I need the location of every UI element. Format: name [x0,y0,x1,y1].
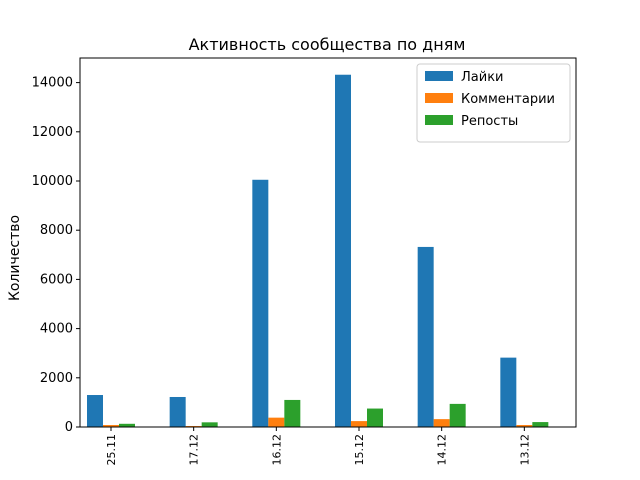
y-tick-label: 0 [65,420,73,435]
bar [532,422,549,427]
y-tick-label: 4000 [40,322,73,337]
bars-layer [87,74,549,427]
chart-title: Активность сообщества по дням [189,35,466,54]
x-tick-label: 16.12 [270,434,283,466]
x-tick-label: 15.12 [353,434,366,466]
x-tick-label: 25.11 [105,434,118,466]
bar [433,419,450,427]
bar [268,417,285,427]
legend-label: Репосты [461,114,518,129]
legend-label: Лайки [461,70,504,85]
y-tick-label: 12000 [32,125,73,140]
y-tick-label: 6000 [40,272,73,287]
bar [252,179,269,427]
y-axis: 0 2000 4000 6000 8000 10000 12000 14000 [32,76,80,435]
bar [335,74,351,427]
bar [284,399,301,427]
legend-label: Комментарии [461,92,555,107]
legend-swatch [425,93,453,103]
x-tick-label: 14.12 [436,434,449,466]
legend-swatch [425,115,453,125]
y-axis-label: Количество [7,215,23,301]
bar [351,421,367,427]
plot-frame [79,57,577,428]
y-tick-label: 14000 [32,76,73,91]
bar [87,395,103,427]
x-axis: 25.11 17.12 16.12 15.12 14.12 13.12 [105,427,531,466]
bar [169,396,186,427]
bar [367,408,383,427]
bar [201,422,218,427]
y-tick-label: 2000 [40,371,73,386]
bar [500,357,517,427]
bar [417,246,434,427]
y-tick-label: 8000 [40,223,73,238]
y-tick-label: 10000 [32,174,73,189]
legend: Лайки Комментарии Репосты [416,63,571,143]
bar [103,425,119,427]
x-tick-label: 13.12 [518,434,531,466]
legend-frame [416,63,571,143]
bar [449,403,466,427]
legend-swatch [425,71,453,81]
x-tick-label: 17.12 [188,434,201,466]
bar [119,423,135,427]
bar [516,425,533,427]
